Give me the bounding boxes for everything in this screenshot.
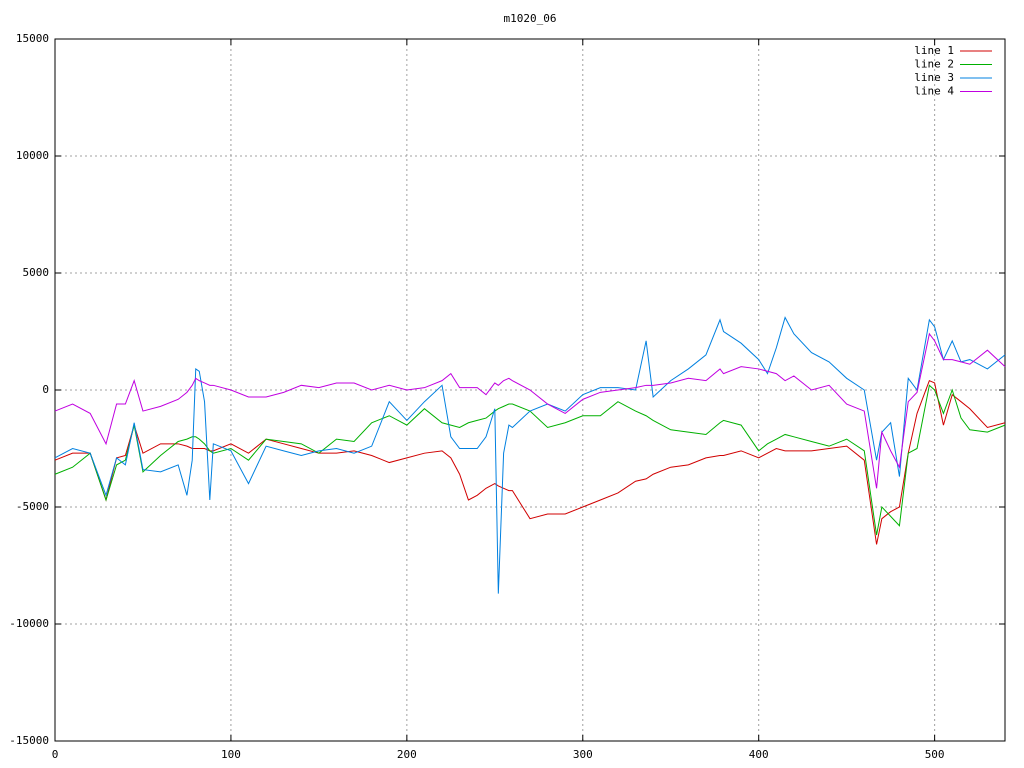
y-tick-label: -5000 xyxy=(16,500,49,513)
plot-frame xyxy=(54,38,1006,742)
x-tick-label: 500 xyxy=(925,748,945,761)
line-series xyxy=(54,332,1006,489)
line-series xyxy=(54,379,1006,545)
y-tick-label: -10000 xyxy=(9,617,49,630)
line-series xyxy=(54,384,1006,536)
x-tick-label: 200 xyxy=(397,748,417,761)
x-tick-label: 300 xyxy=(573,748,593,761)
x-tick-label: 400 xyxy=(749,748,769,761)
y-tick-label: -15000 xyxy=(9,734,49,747)
x-tick-label: 0 xyxy=(52,748,59,761)
line-series xyxy=(54,316,1006,594)
legend-label: line 4 xyxy=(914,85,954,98)
legend-label: line 1 xyxy=(914,44,954,57)
y-tick-label: 5000 xyxy=(23,266,50,279)
x-tick-label: 100 xyxy=(221,748,241,761)
legend-label: line 2 xyxy=(914,58,954,71)
chart-title: m1020_06 xyxy=(504,12,557,25)
y-tick-label: 0 xyxy=(42,383,49,396)
legend-label: line 3 xyxy=(914,71,954,84)
y-tick-label: 15000 xyxy=(16,32,49,45)
y-tick-label: 10000 xyxy=(16,149,49,162)
